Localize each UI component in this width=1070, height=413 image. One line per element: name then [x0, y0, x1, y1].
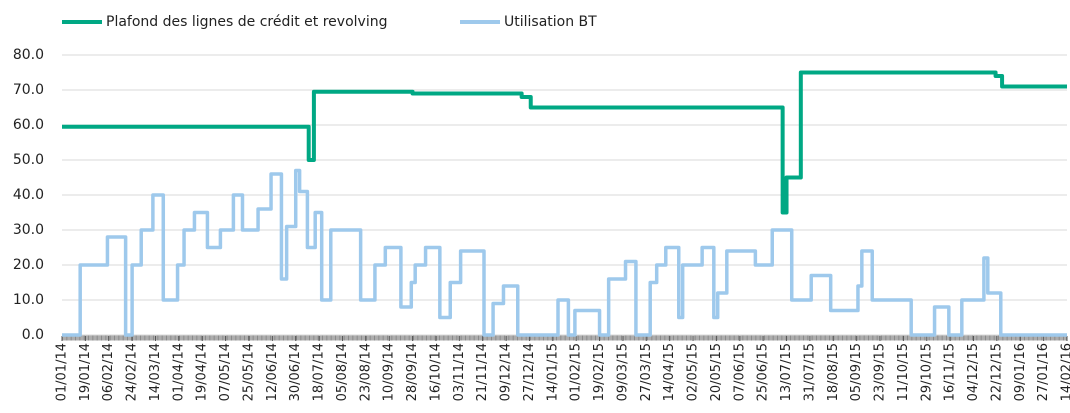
y-tick-label: 60.0	[13, 117, 44, 133]
x-tick-label: 30/06/14	[288, 343, 303, 401]
x-tick-label: 20/05/15	[709, 343, 724, 401]
series-line	[62, 70, 1067, 215]
x-tick-label: 06/02/14	[101, 343, 116, 401]
x-tick-label: 16/10/14	[428, 343, 443, 401]
x-tick-label: 24/02/14	[125, 343, 140, 401]
x-tick-label: 19/02/15	[592, 343, 607, 401]
x-tick-label: 01/01/14	[55, 343, 70, 401]
x-tick-label: 21/11/14	[475, 343, 490, 401]
x-tick-label: 14/04/15	[662, 343, 677, 401]
x-tick-label: 03/11/14	[452, 343, 467, 401]
x-tick-label: 09/01/16	[1013, 343, 1028, 401]
x-tick-label: 22/12/15	[989, 343, 1004, 401]
x-tick-label: 19/04/14	[195, 343, 210, 401]
x-tick-label: 23/09/15	[873, 343, 888, 401]
x-tick-label: 16/11/15	[943, 343, 958, 401]
x-tick-label: 05/09/15	[849, 343, 864, 401]
x-tick-label: 18/07/14	[312, 343, 327, 401]
x-tick-label: 04/12/15	[966, 343, 981, 401]
x-tick-label: 14/02/16	[1060, 343, 1070, 401]
x-tick-label: 18/08/15	[826, 343, 841, 401]
x-tick-label: 05/08/14	[335, 343, 350, 401]
x-tick-label: 27/01/16	[1036, 343, 1051, 401]
x-tick-label: 27/03/15	[639, 343, 654, 401]
x-tick-label: 01/02/15	[569, 343, 584, 401]
x-tick-label: 07/06/15	[732, 343, 747, 401]
legend-label: Plafond des lignes de crédit et revolvin…	[106, 14, 387, 30]
x-tick-label: 14/03/14	[148, 343, 163, 401]
y-tick-label: 30.0	[13, 222, 44, 238]
y-tick-label: 70.0	[13, 82, 44, 98]
x-tick-label: 09/12/14	[499, 343, 514, 401]
x-tick-label: 25/05/14	[241, 343, 256, 401]
x-tick-label: 11/10/15	[896, 343, 911, 401]
y-tick-label: 0.0	[22, 327, 44, 343]
x-tick-label: 28/09/14	[405, 343, 420, 401]
x-tick-label: 01/04/14	[171, 343, 186, 401]
series-line	[62, 168, 1067, 337]
legend-label: Utilisation BT	[504, 14, 597, 30]
x-tick-label: 27/12/14	[522, 343, 537, 401]
y-tick-label: 80.0	[13, 47, 44, 63]
x-tick-label: 19/01/14	[78, 343, 93, 401]
x-tick-label: 13/07/15	[779, 343, 794, 401]
y-tick-label: 40.0	[13, 187, 44, 203]
x-tick-label: 02/05/15	[686, 343, 701, 401]
x-tick-label: 09/03/15	[615, 343, 630, 401]
x-tick-label: 10/09/14	[382, 343, 397, 401]
y-tick-label: 20.0	[13, 257, 44, 273]
x-tick-label: 23/08/14	[358, 343, 373, 401]
x-tick-label: 31/07/15	[802, 343, 817, 401]
x-tick-label: 25/06/15	[756, 343, 771, 401]
x-tick-label: 07/05/14	[218, 343, 233, 401]
y-tick-label: 50.0	[13, 152, 44, 168]
y-tick-label: 10.0	[13, 292, 44, 308]
x-tick-label: 29/10/15	[919, 343, 934, 401]
x-tick-label: 14/01/15	[545, 343, 560, 401]
x-tick-label: 12/06/14	[265, 343, 280, 401]
